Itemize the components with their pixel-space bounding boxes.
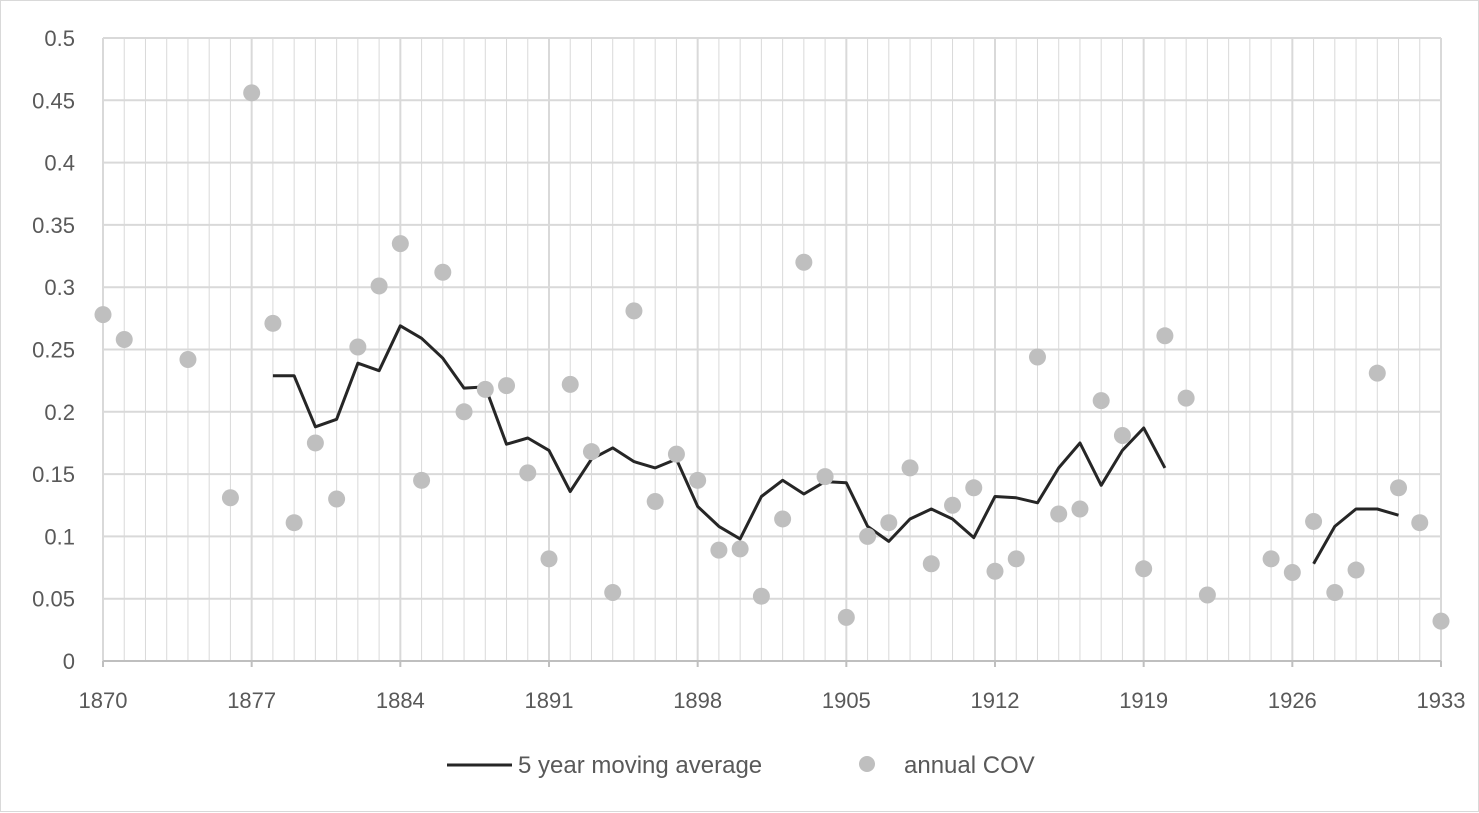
annual-cov-point	[1028, 348, 1046, 366]
annual-cov-point	[1177, 389, 1195, 407]
annual-cov-point	[413, 471, 431, 489]
x-tick-label: 1933	[1417, 688, 1466, 713]
moving-average-line-layer	[272, 324, 1399, 565]
annual-cov-point	[625, 302, 643, 320]
y-tick-label: 0.25	[32, 338, 75, 363]
annual-cov-point	[370, 277, 388, 295]
legend-label-moving-average: 5 year moving average	[518, 752, 762, 779]
annual-cov-point	[1411, 514, 1429, 532]
y-tick-label: 0.1	[44, 524, 75, 549]
annual-cov-point	[179, 350, 197, 368]
annual-cov-point	[922, 555, 940, 573]
y-tick-label: 0.45	[32, 88, 75, 113]
annual-cov-point	[604, 583, 622, 601]
axes	[102, 660, 1442, 667]
annual-cov-point	[1283, 564, 1301, 582]
moving-average-line	[1312, 507, 1399, 565]
x-tick-label: 1898	[673, 688, 722, 713]
annual-cov-point	[689, 471, 707, 489]
annual-cov-point	[1432, 612, 1450, 630]
annual-cov-point	[774, 510, 792, 528]
annual-cov-point	[1156, 327, 1174, 345]
x-tick-label: 1912	[971, 688, 1020, 713]
annual-cov-point	[710, 541, 728, 559]
annual-cov-point	[221, 489, 239, 507]
annual-cov-point	[328, 490, 346, 508]
annual-cov-point	[582, 443, 600, 461]
x-tick-label: 1891	[525, 688, 574, 713]
annual-cov-point	[285, 514, 303, 532]
annual-cov-point	[1007, 550, 1025, 568]
y-tick-label: 0.05	[32, 587, 75, 612]
annual-cov-point	[1050, 505, 1068, 523]
annual-cov-point	[1390, 479, 1408, 497]
annual-cov-point	[1347, 561, 1365, 579]
y-tick-label: 0.5	[44, 26, 75, 51]
annual-cov-point	[1071, 500, 1089, 518]
annual-cov-point	[731, 540, 749, 558]
annual-cov-point	[519, 464, 537, 482]
annual-cov-point	[1092, 392, 1110, 410]
y-tick-label: 0	[63, 649, 75, 674]
annual-cov-point	[795, 253, 813, 271]
moving-average-line	[272, 324, 1167, 543]
annual-cov-point	[752, 587, 770, 605]
y-tick-label: 0.2	[44, 400, 75, 425]
legend: 5 year moving average annual COV	[447, 752, 1035, 779]
legend-label-annual-cov: annual COV	[904, 752, 1035, 779]
annual-cov-point	[986, 562, 1004, 580]
legend-point-swatch	[859, 756, 875, 772]
annual-cov-point	[306, 434, 324, 452]
annual-cov-point	[264, 314, 282, 332]
x-tick-label: 1919	[1119, 688, 1168, 713]
annual-cov-point	[498, 377, 516, 395]
annual-cov-point	[1198, 586, 1216, 604]
annual-cov-point	[476, 380, 494, 398]
annual-cov-point	[1305, 512, 1323, 530]
annual-cov-point	[434, 263, 452, 281]
annual-cov-points-layer	[94, 84, 1450, 630]
annual-cov-point	[540, 550, 558, 568]
annual-cov-point	[837, 608, 855, 626]
annual-cov-point	[561, 375, 579, 393]
x-tick-label: 1877	[227, 688, 276, 713]
x-tick-label: 1870	[79, 688, 128, 713]
x-tick-label: 1926	[1268, 688, 1317, 713]
y-tick-label: 0.35	[32, 213, 75, 238]
tick-labels: 1870 1877 1884 1891 1898 1905 1912 1919 1926 1933…	[32, 26, 1465, 713]
annual-cov-point	[901, 459, 919, 477]
annual-cov-point	[391, 235, 409, 253]
annual-cov-point	[1135, 560, 1153, 578]
annual-cov-point	[646, 493, 664, 511]
annual-cov-point	[115, 331, 133, 349]
annual-cov-point	[349, 338, 367, 356]
annual-cov-point	[1113, 426, 1131, 444]
annual-cov-point	[94, 306, 112, 324]
x-tick-label: 1884	[376, 688, 425, 713]
annual-cov-point	[455, 403, 473, 421]
annual-cov-point	[944, 496, 962, 514]
gridlines	[102, 37, 1442, 661]
y-tick-label: 0.15	[32, 462, 75, 487]
annual-cov-point	[667, 445, 685, 463]
annual-cov-point	[1326, 583, 1344, 601]
annual-cov-point	[965, 479, 983, 497]
y-tick-label: 0.3	[44, 275, 75, 300]
annual-cov-point	[1262, 550, 1280, 568]
annual-cov-point	[243, 84, 261, 102]
y-tick-label: 0.4	[44, 151, 75, 176]
x-tick-label: 1905	[822, 688, 871, 713]
annual-cov-point	[1368, 364, 1386, 382]
annual-cov-point	[816, 468, 834, 486]
annual-cov-point	[859, 527, 877, 545]
annual-cov-point	[880, 514, 898, 532]
